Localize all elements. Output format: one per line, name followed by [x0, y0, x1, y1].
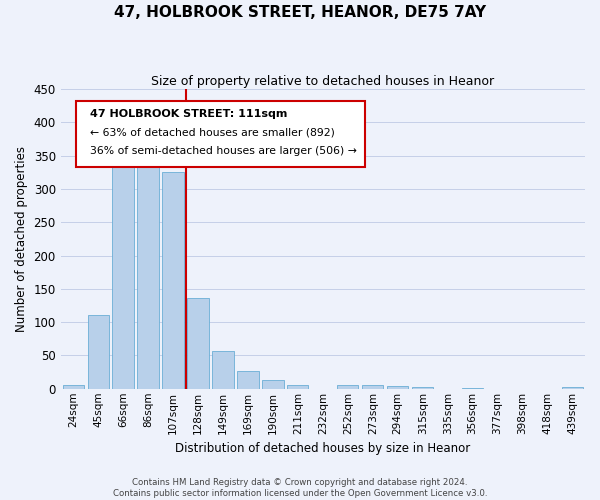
X-axis label: Distribution of detached houses by size in Heanor: Distribution of detached houses by size …: [175, 442, 470, 455]
Text: 36% of semi-detached houses are larger (506) →: 36% of semi-detached houses are larger (…: [89, 146, 356, 156]
Y-axis label: Number of detached properties: Number of detached properties: [15, 146, 28, 332]
FancyBboxPatch shape: [76, 101, 365, 167]
Bar: [287, 385, 308, 389]
Bar: [462, 388, 483, 389]
Bar: [187, 298, 209, 389]
Bar: [88, 315, 109, 389]
Bar: [163, 172, 184, 389]
Bar: [337, 385, 358, 389]
Bar: [412, 387, 433, 389]
Bar: [562, 387, 583, 389]
Bar: [238, 372, 259, 389]
Bar: [387, 386, 409, 389]
Bar: [212, 351, 233, 389]
Bar: [262, 380, 284, 389]
Bar: [112, 156, 134, 389]
Bar: [137, 139, 158, 389]
Bar: [362, 386, 383, 389]
Title: Size of property relative to detached houses in Heanor: Size of property relative to detached ho…: [151, 75, 494, 88]
Bar: [62, 386, 84, 389]
Text: Contains HM Land Registry data © Crown copyright and database right 2024.
Contai: Contains HM Land Registry data © Crown c…: [113, 478, 487, 498]
Text: ← 63% of detached houses are smaller (892): ← 63% of detached houses are smaller (89…: [89, 128, 334, 138]
Text: 47 HOLBROOK STREET: 111sqm: 47 HOLBROOK STREET: 111sqm: [89, 108, 287, 118]
Text: 47, HOLBROOK STREET, HEANOR, DE75 7AY: 47, HOLBROOK STREET, HEANOR, DE75 7AY: [114, 5, 486, 20]
